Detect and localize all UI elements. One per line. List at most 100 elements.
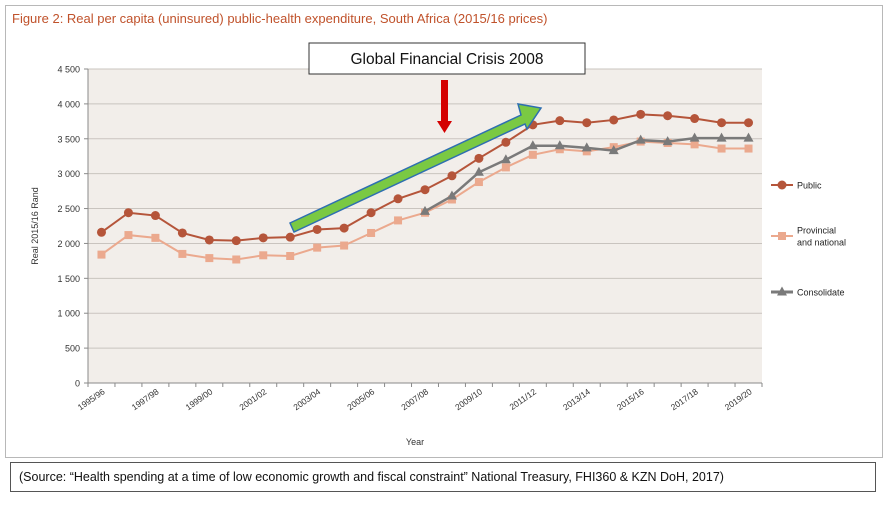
- x-tick-label: 2009/10: [453, 386, 484, 412]
- x-tick-label: 1995/96: [76, 386, 107, 412]
- data-point: [744, 118, 754, 128]
- x-tick-label: 2003/04: [291, 386, 322, 412]
- data-point: [717, 118, 727, 128]
- data-point: [609, 115, 619, 125]
- data-point: [690, 114, 700, 124]
- y-axis-label: Real 2015/16 Rand: [30, 187, 40, 265]
- crisis-annotation-box: [308, 42, 586, 75]
- y-tick-label: 1 500: [57, 274, 80, 284]
- data-point: [527, 140, 538, 150]
- data-point: [663, 111, 673, 121]
- data-point: [689, 132, 700, 142]
- data-point: [473, 166, 484, 176]
- crisis-arrow-head: [437, 121, 452, 133]
- data-point: [96, 227, 106, 237]
- y-tick-label: 4 500: [57, 65, 80, 75]
- data-point: [286, 252, 295, 261]
- data-point: [743, 132, 754, 142]
- series-consolidated: [420, 132, 754, 215]
- data-point: [500, 154, 511, 164]
- crisis-arrow-shaft: [441, 80, 448, 122]
- y-tick-label: 1 000: [57, 309, 80, 319]
- annotation-layer: Global Financial Crisis 2008: [289, 42, 586, 234]
- data-point: [554, 140, 565, 150]
- data-point: [97, 250, 106, 259]
- data-point: [313, 243, 322, 252]
- data-point: [777, 180, 787, 190]
- data-point: [339, 223, 349, 233]
- data-point: [367, 228, 376, 237]
- data-point: [581, 142, 592, 152]
- data-point: [635, 134, 646, 144]
- data-point: [636, 109, 646, 119]
- data-point: [151, 233, 160, 242]
- source-box: (Source: “Health spending at a time of l…: [10, 462, 876, 492]
- y-tick-label: 2 000: [57, 239, 80, 249]
- x-tick-label: 2007/08: [399, 386, 430, 412]
- figure-title: Figure 2: Real per capita (uninsured) pu…: [12, 11, 548, 26]
- data-point: [205, 254, 214, 263]
- data-point: [555, 116, 565, 126]
- y-tick-label: 4 000: [57, 99, 80, 109]
- data-point: [447, 171, 457, 181]
- x-tick-label: 2011/12: [508, 386, 539, 412]
- y-axis: 0 500 1 000 1 500 2 000 2 500 3 000 3 500 4 000 4…: [57, 65, 89, 389]
- data-point: [717, 144, 726, 153]
- data-point: [258, 233, 268, 243]
- data-point: [744, 144, 753, 153]
- data-point: [393, 194, 403, 204]
- data-point: [231, 236, 241, 246]
- x-axis-label: Year: [406, 437, 424, 447]
- x-tick-label: 1997/98: [130, 386, 161, 412]
- data-point: [394, 216, 403, 225]
- data-point: [777, 286, 787, 296]
- data-point: [501, 137, 511, 147]
- x-tick-label: 2019/20: [723, 386, 754, 412]
- y-tick-label: 3 000: [57, 169, 80, 179]
- data-point: [778, 232, 786, 240]
- trend-arrow: [289, 103, 543, 234]
- data-point: [608, 145, 619, 155]
- source-citation: (Source: “Health spending at a time of l…: [19, 470, 724, 484]
- data-point: [420, 205, 430, 215]
- plot-area: [88, 69, 762, 383]
- data-point: [259, 251, 268, 260]
- line-chart: 0 500 1 000 1 500 2 000 2 500 3 000 3 500 4 000 4…: [30, 42, 846, 447]
- x-tick-label: 2015/16: [615, 386, 646, 412]
- series-layer: [96, 109, 754, 264]
- data-point: [716, 132, 727, 142]
- x-tick-label: 2017/18: [669, 386, 700, 412]
- data-point: [528, 150, 537, 159]
- x-tick-label: 2001/02: [237, 386, 268, 412]
- x-axis: 1995/96 1997/98 1999/00 2001/02 2003/04 2005/…: [76, 382, 763, 412]
- data-point: [124, 231, 133, 240]
- y-tick-label: 500: [65, 344, 80, 354]
- data-point: [340, 241, 349, 250]
- data-point: [582, 118, 592, 128]
- data-point: [204, 235, 214, 245]
- legend-label: Consolidate: [797, 288, 845, 298]
- legend-item: Provincial and national: [771, 226, 846, 248]
- legend: Public Provincial and national Consolidate: [771, 180, 846, 298]
- data-point: [690, 140, 699, 149]
- data-point: [474, 178, 483, 187]
- y-tick-label: 2 500: [57, 204, 80, 214]
- series-public: [96, 109, 754, 246]
- data-point: [178, 249, 187, 258]
- data-point: [366, 208, 376, 218]
- data-point: [285, 232, 295, 242]
- legend-label: Public: [797, 181, 822, 191]
- data-point: [312, 224, 322, 234]
- legend-label: and national: [797, 238, 846, 248]
- legend-item: Consolidate: [771, 286, 845, 298]
- x-tick-label: 2005/06: [345, 386, 376, 412]
- y-tick-label: 0: [75, 379, 80, 389]
- x-tick-label: 1999/00: [184, 386, 215, 412]
- legend-item: Public: [771, 180, 822, 191]
- x-tick-label: 2013/14: [561, 386, 592, 412]
- data-point: [232, 255, 241, 264]
- data-point: [150, 211, 160, 221]
- y-tick-label: 3 500: [57, 134, 80, 144]
- data-point: [177, 228, 187, 238]
- data-point: [474, 153, 484, 163]
